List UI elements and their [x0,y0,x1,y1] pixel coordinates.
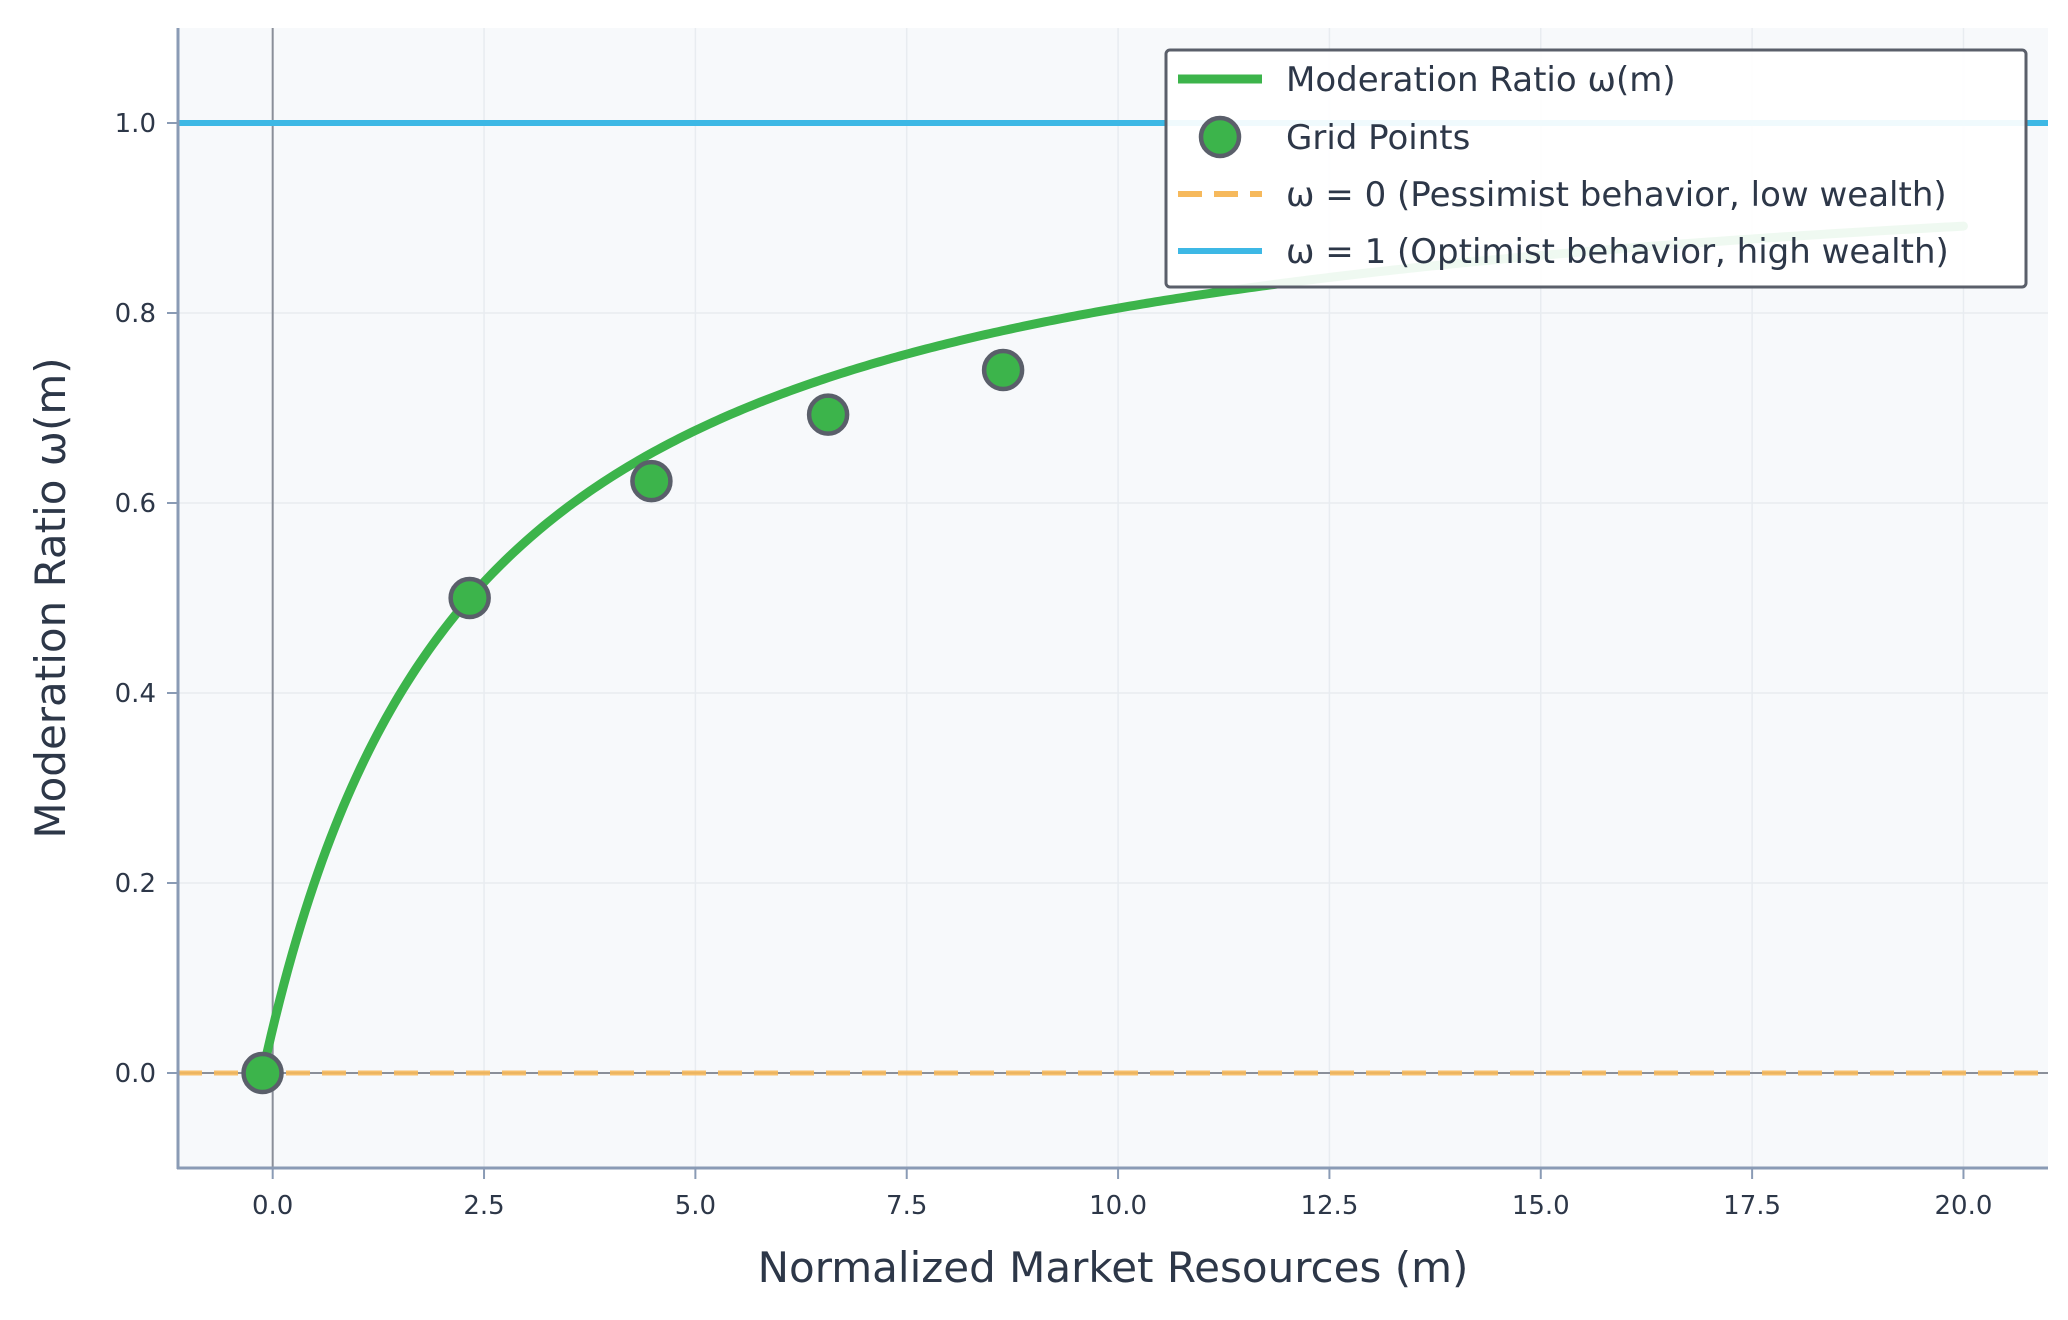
x-tick-label: 15.0 [1512,1191,1570,1221]
grid-point [806,393,850,436]
grid-point [448,576,491,620]
legend: Moderation Ratio ω(m) Grid Points ω = 0 (P… [1164,48,2028,289]
y-tick-label: 0.8 [115,299,156,329]
x-tick-label: 2.5 [463,1191,504,1221]
legend-label: ω = 1 (Optimist behavior, high wealth) [1286,232,1949,272]
legend-label: Moderation Ratio ω(m) [1286,60,1676,100]
x-tick-label: 5.0 [675,1191,716,1221]
axes-spines [176,28,2048,1170]
x-tick-label: 10.0 [1089,1191,1147,1221]
legend-label: ω = 0 (Pessimist behavior, low wealth) [1286,175,1947,215]
x-tick-label: 20.0 [1935,1191,1993,1221]
x-tick-label: 7.5 [886,1191,927,1221]
grid-point [241,1051,284,1095]
x-tick-label: 17.5 [1723,1191,1781,1221]
x-axis-label: Normalized Market Resources (m) [758,1243,1469,1292]
y-tick-label: 0.4 [115,679,156,709]
y-axis-ticks: 0.0 0.2 0.4 0.6 0.8 1.0 [115,109,178,1089]
legend-box [1164,48,2028,289]
x-tick-label: 0.0 [252,1191,293,1221]
grid-point [981,348,1025,392]
legend-handle-marker [1198,115,1242,159]
x-tick-label: 12.5 [1300,1191,1358,1221]
y-tick-label: 1.0 [115,109,156,139]
grid-point [630,459,673,503]
x-axis-ticks: 0.0 2.5 5.0 7.5 10.0 12.5 15.0 17.5 20.0 [252,1168,1992,1221]
y-tick-label: 0.0 [115,1059,156,1089]
y-tick-label: 0.2 [115,869,156,899]
legend-label: Grid Points [1286,118,1470,158]
y-axis-label: Moderation Ratio ω(m) [26,357,75,838]
y-tick-label: 0.6 [115,489,156,519]
